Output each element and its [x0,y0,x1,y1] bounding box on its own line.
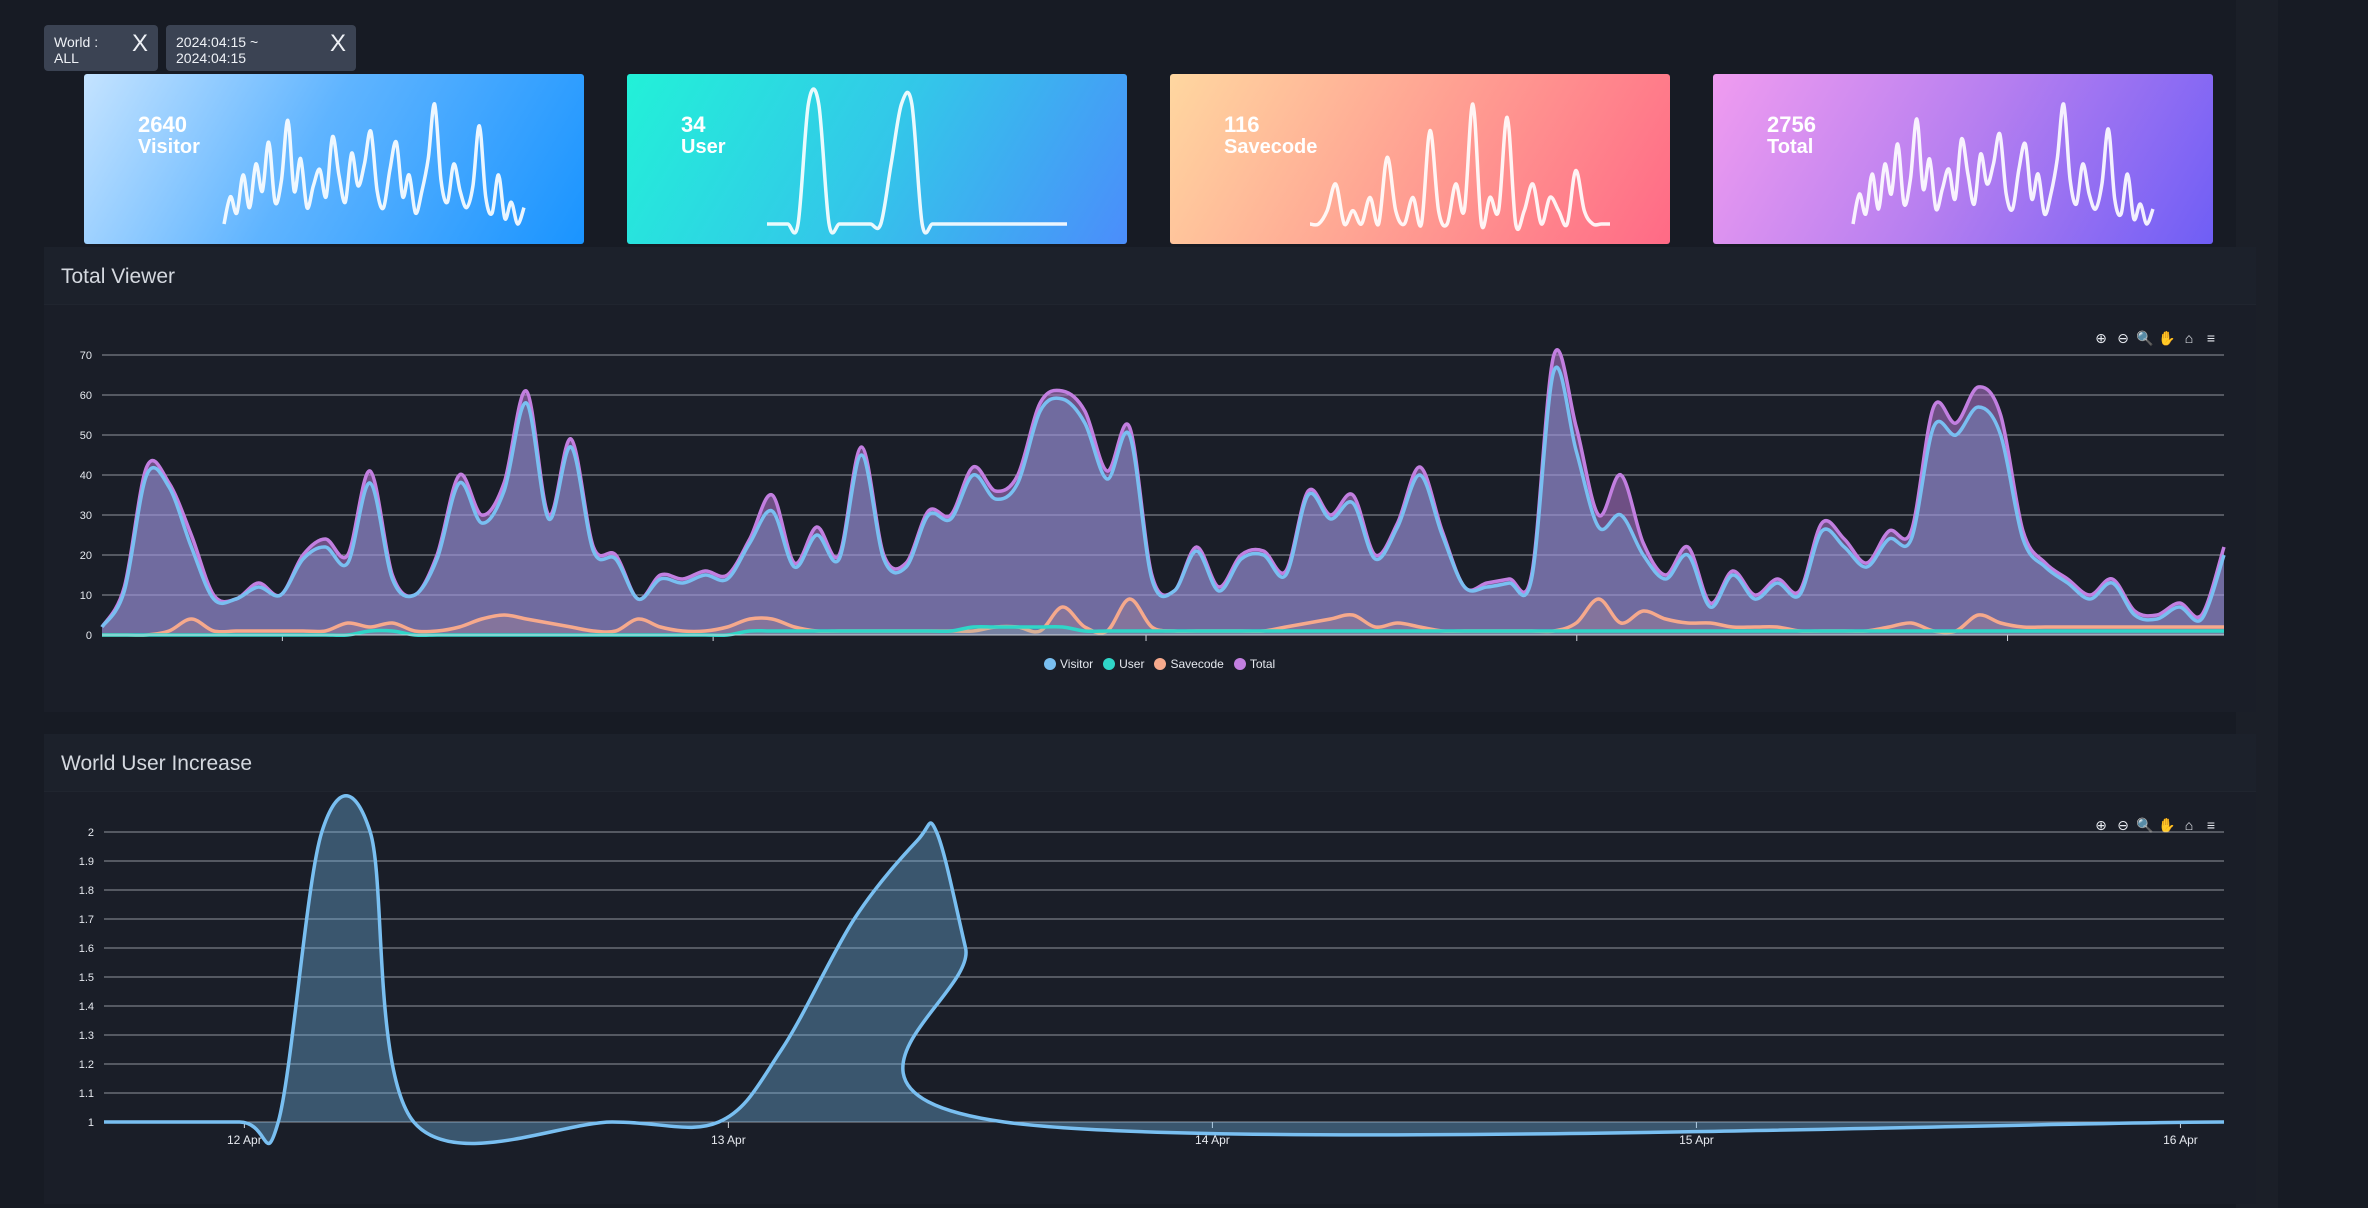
y-tick-label: 1.2 [79,1059,94,1071]
y-tick-label: 1.7 [79,914,94,926]
series-line-visitor[interactable] [100,365,2226,629]
series-line-users[interactable] [104,794,2225,1146]
x-tick-label: 14 Apr [1195,1133,1230,1147]
date-filter-chip[interactable]: 2024:04:15 ~ 2024:04:15 X [166,25,356,71]
total-viewer-title: Total Viewer [44,247,2256,305]
x-tick-label: 13 Apr [711,1133,746,1147]
sparkline-line [1851,102,2155,226]
legend-total[interactable]: Total [1233,657,1276,671]
selection-zoom-icon[interactable]: 🔍 [2136,330,2154,346]
legend-dot [1103,658,1116,670]
world-filter-label: World : ALL [54,34,99,66]
legend-label: User [1119,657,1145,671]
sparkline-line [1309,102,1610,232]
total-viewer-legend: Visitor User Savecode Total [1044,657,1275,671]
y-tick-label: 10 [80,590,92,602]
visitor-card[interactable]: 2640 Visitor [84,74,584,244]
y-tick-label: 60 [80,390,92,402]
menu-icon[interactable]: ≡ [2206,817,2216,833]
date-filter-close-icon[interactable]: X [329,30,346,57]
y-tick-label: 1.1 [79,1088,94,1100]
zoom-in-icon[interactable]: ⊕ [2095,330,2107,346]
y-tick-label: 0 [86,630,92,642]
y-tick-label: 40 [80,470,92,482]
savecode-card[interactable]: 116 Savecode [1170,74,1670,244]
legend-label: Total [1249,657,1276,671]
user-card[interactable]: 34 User [627,74,1127,244]
sparkline-line [766,87,1067,235]
total-viewer-panel: Total Viewer ⊕ ⊖ 🔍 ✋ ⌂ ≡ 0 10 20 30 40 50 60 70… [44,247,2256,712]
x-tick-label: 12 Apr [227,1133,262,1147]
y-tick-label: 1.3 [79,1030,94,1042]
y-tick-label: 30 [80,510,92,522]
zoom-out-icon[interactable]: ⊖ [2117,817,2129,833]
series-area-users [104,795,2224,1144]
series-area-savecode [102,598,2224,636]
savecode-count: 116 [1224,112,1260,137]
sparkline-line [222,102,526,226]
savecode-sparkline [1309,102,1610,232]
date-filter-label: 2024:04:15 ~ 2024:04:15 [176,34,259,66]
world-user-increase-panel: World User Increase ⊕ ⊖ 🔍 ✋ ⌂ ≡ 1 1.1 1.2 1… [44,734,2256,1204]
total-sparkline [1851,102,2155,226]
world-user-increase-title: World User Increase [44,734,2256,792]
y-tick-label: 20 [80,550,92,562]
y-tick-label: 50 [80,430,92,442]
legend-user[interactable]: User [1103,657,1144,671]
y-tick-label: 1.5 [79,972,94,984]
world-filter-chip[interactable]: World : ALL X [44,25,158,71]
x-tick-label: 16 Apr [2163,1133,2198,1147]
selection-zoom-icon[interactable]: 🔍 [2136,817,2154,833]
legend-label: Savecode [1170,657,1224,671]
savecode-label: Savecode [1224,136,1318,158]
y-tick-label: 1.8 [79,885,94,897]
legend-dot [1044,658,1056,670]
total-viewer-toolbar: ⊕ ⊖ 🔍 ✋ ⌂ ≡ [2092,329,2220,347]
visitor-sparkline [222,102,526,226]
user-count: 34 [681,112,706,137]
total-card[interactable]: 2756 Total [1713,74,2213,244]
total-count: 2756 [1767,112,1816,137]
pan-icon[interactable]: ✋ [2158,817,2176,833]
user-label: User [681,136,726,158]
visitor-count: 2640 [138,112,187,137]
y-tick-label: 1 [88,1117,94,1129]
zoom-out-icon[interactable]: ⊖ [2117,330,2129,346]
world-user-increase-chart[interactable]: 1 1.1 1.2 1.3 1.4 1.5 1.6 1.7 1.8 1.9 2 12 Apr 13 Ap… [44,792,2256,1204]
world-user-toolbar: ⊕ ⊖ 🔍 ✋ ⌂ ≡ [2092,816,2220,834]
y-tick-label: 2 [88,827,94,839]
filter-chips: World : ALL X 2024:04:15 ~ 2024:04:15 X [44,25,356,71]
legend-visitor[interactable]: Visitor [1044,657,1093,671]
total-label: Total [1767,136,1814,158]
reset-zoom-icon[interactable]: ⌂ [2184,330,2194,346]
world-filter-close-icon[interactable]: X [131,30,148,57]
legend-label: Visitor [1060,657,1094,671]
visitor-label: Visitor [138,136,200,158]
legend-dot [1154,658,1167,670]
pan-icon[interactable]: ✋ [2158,330,2176,346]
user-sparkline [766,87,1067,235]
menu-icon[interactable]: ≡ [2206,330,2216,346]
y-tick-label: 70 [80,350,92,362]
reset-zoom-icon[interactable]: ⌂ [2184,817,2194,833]
summary-cards: 2640 Visitor 34 User 116 Savecode 2756 T… [84,74,2213,244]
legend-dot [1233,658,1246,670]
y-tick-label: 1.9 [79,856,94,868]
zoom-in-icon[interactable]: ⊕ [2095,817,2107,833]
legend-savecode[interactable]: Savecode [1154,657,1224,671]
x-tick-label: 15 Apr [1679,1133,1714,1147]
y-tick-label: 1.6 [79,943,94,955]
y-tick-label: 1.4 [79,1001,94,1013]
